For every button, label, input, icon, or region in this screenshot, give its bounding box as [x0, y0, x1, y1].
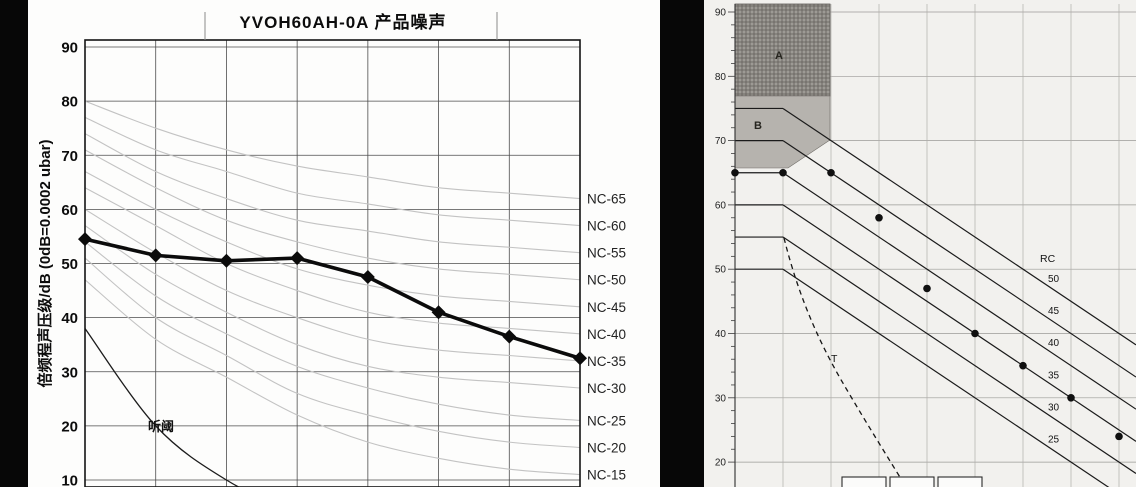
noise-series-marker: [148, 248, 163, 263]
nc-curve-NC-65: [85, 100, 580, 200]
nc-curve-NC-15: [85, 279, 580, 476]
left-chart-panel: YVOH60AH-0A 产品噪声 倍频程声压级/dB (0dB=0.0002 u…: [28, 0, 660, 487]
left-y-tick: 20: [61, 418, 78, 435]
noise-series-line: [84, 237, 581, 360]
measured-point: [731, 168, 739, 177]
nc-curve-NC-50: [85, 149, 580, 281]
left-y-tick: 10: [61, 473, 78, 487]
hearing-threshold-label: 听阈: [148, 419, 174, 434]
t-curve: [783, 237, 907, 487]
t-curve-label: T: [831, 353, 838, 365]
measured-point: [923, 284, 931, 293]
right-y-tick: 40: [715, 329, 727, 340]
nc-curve-label: NC-25: [587, 413, 626, 428]
right-y-tick: 20: [715, 458, 727, 469]
rc-curve-label: 45: [1048, 306, 1060, 317]
noise-series-marker: [78, 232, 92, 247]
right-chart-panel: A B 50 45 40 35 30 25 RC T 90 80 70 60 50 40 30 20: [704, 0, 1136, 487]
nc-curve-label: NC-55: [587, 246, 626, 261]
rc-title: RC: [1040, 253, 1056, 265]
freq-label-box: [937, 476, 983, 487]
left-y-tick: 50: [61, 256, 78, 273]
nc-curve-label: NC-60: [587, 219, 626, 234]
nc-curve-label: NC-50: [587, 273, 626, 288]
left-y-tick: 30: [61, 364, 78, 381]
rc-curve-label: 50: [1048, 274, 1060, 285]
measured-point: [971, 329, 979, 338]
region-a-hatch: [735, 4, 830, 96]
right-y-tick: 50: [715, 265, 727, 276]
left-plot-frame: [84, 39, 581, 487]
nc-curve-label: NC-15: [587, 468, 626, 483]
rc-line-30: [782, 236, 1136, 474]
nc-curve-label: NC-65: [587, 192, 626, 207]
nc-curve-NC-30: [85, 225, 580, 389]
right-y-tick: 90: [715, 8, 727, 19]
region-a-label: A: [775, 50, 783, 62]
noise-series-marker: [502, 329, 517, 344]
nc-curve-label: NC-20: [587, 441, 626, 456]
measured-point: [779, 168, 787, 177]
measured-point: [1019, 361, 1027, 370]
left-y-tick: 60: [61, 202, 78, 219]
nc-curve-NC-25: [85, 241, 580, 422]
rc-line-45: [782, 140, 1136, 378]
hearing-threshold-curve: [85, 328, 241, 487]
left-y-tick: 90: [61, 40, 78, 57]
nc-curve-label: NC-40: [587, 327, 626, 342]
rc-curve-label: 40: [1048, 338, 1060, 349]
rc-curve-label: 35: [1048, 370, 1060, 381]
right-y-tick: 80: [715, 72, 727, 83]
nc-curve-NC-55: [85, 133, 580, 254]
nc-curve-NC-45: [85, 171, 580, 308]
rc-line-25: [782, 268, 1110, 487]
noise-series-marker: [431, 305, 446, 320]
rc-line-50: [782, 107, 1136, 346]
nc-curve-NC-40: [85, 187, 580, 335]
measured-point: [1067, 394, 1075, 402]
noise-series-marker: [290, 251, 305, 266]
region-b: [734, 95, 831, 169]
right-y-tick: 30: [715, 393, 727, 404]
rc-line-40: [782, 172, 1136, 410]
noise-series-marker: [219, 253, 234, 268]
measured-point: [875, 213, 883, 222]
rc-line-35: [782, 204, 1136, 442]
left-chart-title: YVOH60AH-0A 产品噪声: [239, 13, 447, 32]
left-noise-chart: NC-65 NC-60 NC-55 NC-50 NC-45 NC-40 NC-35 NC-30…: [61, 12, 626, 487]
measured-point: [1115, 432, 1123, 441]
nc-curve-NC-60: [85, 116, 580, 227]
freq-label-box: [889, 476, 935, 487]
left-y-tick: 80: [61, 94, 78, 111]
left-y-tick: 70: [61, 148, 78, 165]
noise-series-marker: [360, 270, 375, 285]
right-rc-chart: A B 50 45 40 35 30 25 RC T 90 80 70 60 50 40 30 20: [715, 3, 1136, 487]
freq-label-box: [841, 476, 887, 487]
nc-curve-label: NC-30: [587, 381, 626, 396]
measured-point: [827, 168, 835, 177]
rc-curve-label: 30: [1048, 403, 1060, 414]
region-b-label: B: [754, 120, 762, 132]
right-y-tick: 60: [715, 200, 727, 211]
rc-curve-label: 25: [1048, 435, 1060, 446]
nc-curve-label: NC-45: [587, 300, 626, 315]
right-y-tick: 70: [715, 136, 727, 147]
nc-curve-NC-20: [85, 257, 580, 449]
nc-curve-label: NC-35: [587, 354, 626, 369]
left-y-tick: 40: [61, 310, 78, 327]
noise-series-marker: [573, 351, 587, 366]
